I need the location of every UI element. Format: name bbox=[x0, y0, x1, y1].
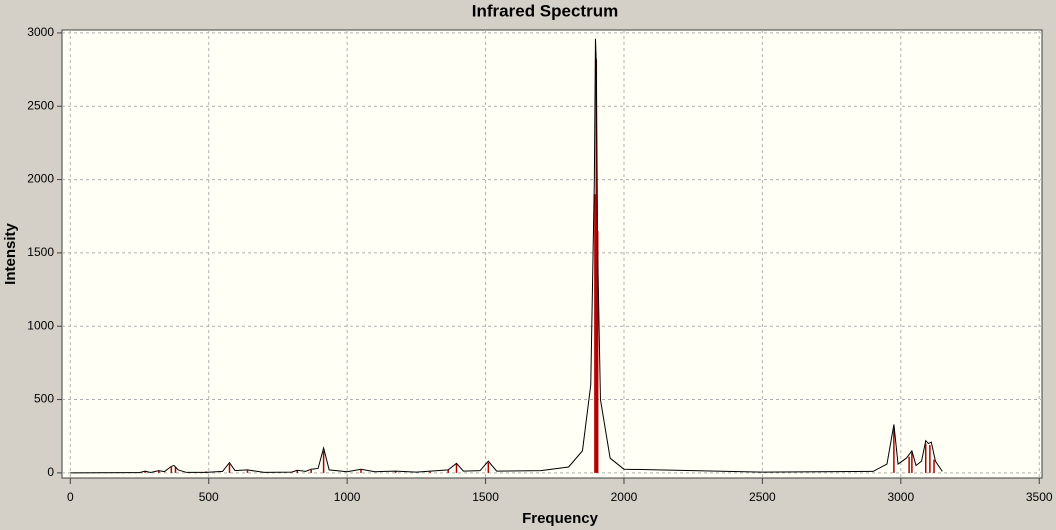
y-tick-label: 3000 bbox=[27, 25, 54, 39]
x-tick-label: 2500 bbox=[749, 490, 776, 504]
x-tick-label: 1500 bbox=[472, 490, 499, 504]
chart-title: Infrared Spectrum bbox=[472, 1, 618, 20]
x-axis-label: Frequency bbox=[522, 510, 599, 527]
x-tick-label: 1000 bbox=[334, 490, 361, 504]
x-tick-label: 3500 bbox=[1026, 490, 1053, 504]
spectrum-line bbox=[70, 38, 943, 474]
y-tick-label: 1000 bbox=[27, 318, 54, 332]
y-tick-label: 2000 bbox=[27, 172, 54, 186]
x-tick-label: 3000 bbox=[887, 490, 914, 504]
y-tick-label: 2500 bbox=[27, 98, 54, 112]
y-axis-label: Intensity bbox=[2, 223, 19, 285]
x-tick-label: 500 bbox=[199, 490, 219, 504]
x-tick-label: 2000 bbox=[611, 490, 638, 504]
plot-area bbox=[61, 29, 1043, 479]
x-tick-label: 0 bbox=[67, 490, 74, 504]
y-tick-label: 500 bbox=[34, 392, 54, 406]
y-tick-label: 0 bbox=[47, 465, 54, 479]
y-tick-label: 1500 bbox=[27, 245, 54, 259]
